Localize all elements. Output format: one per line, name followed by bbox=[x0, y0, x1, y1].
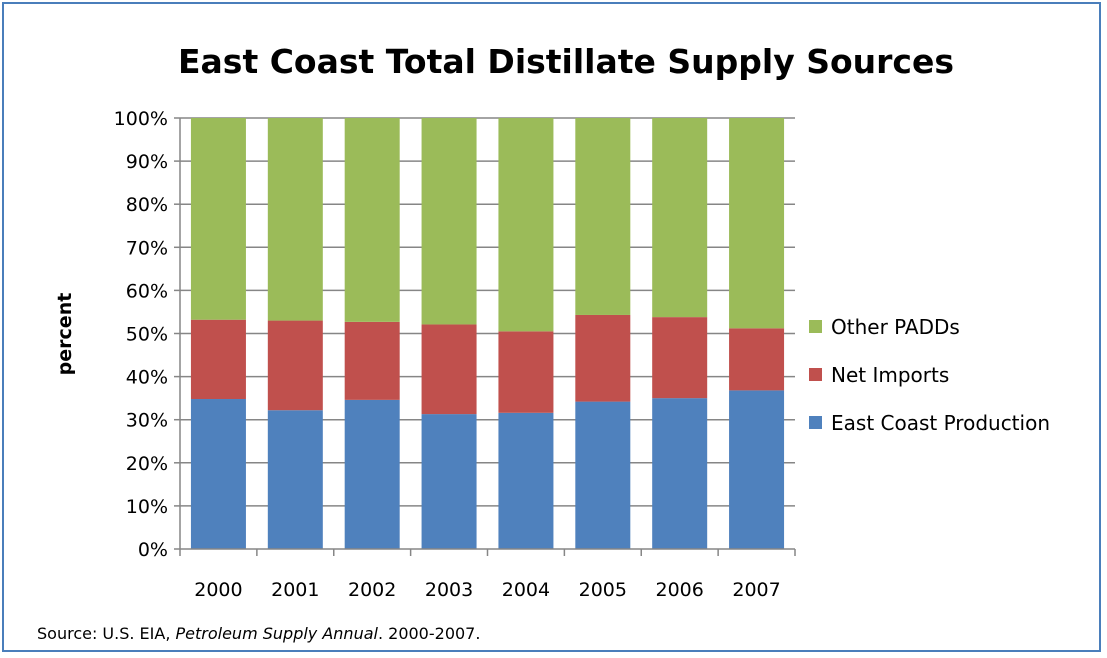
bar-segment bbox=[344, 118, 400, 322]
bar-segment bbox=[498, 118, 554, 332]
x-tick-label: 2005 bbox=[579, 579, 627, 601]
y-tick-label: 70% bbox=[126, 237, 168, 259]
bar-segment bbox=[652, 398, 708, 549]
legend-swatch bbox=[809, 368, 822, 381]
bar-segment bbox=[267, 118, 323, 321]
bar-segment bbox=[344, 321, 400, 400]
tick-labels: 0% 10% 20% 30% 40% 50% 60% 70% 80% 90% 100% 2000 200… bbox=[114, 108, 781, 601]
bar-segment bbox=[421, 118, 477, 325]
bar-segment bbox=[729, 118, 785, 329]
bar-segment bbox=[498, 412, 554, 549]
source-note: Source: U.S. EIA, Petroleum Supply Annua… bbox=[37, 624, 480, 643]
y-tick-label: 80% bbox=[126, 194, 168, 216]
bar-segment bbox=[575, 401, 631, 549]
source-publication: Petroleum Supply Annual bbox=[175, 624, 378, 643]
x-tick-label: 2006 bbox=[656, 579, 704, 601]
x-tick-label: 2003 bbox=[425, 579, 473, 601]
bar-segment bbox=[652, 118, 708, 318]
bar-segment bbox=[421, 324, 477, 415]
bar-segment bbox=[729, 328, 785, 391]
x-tick-label: 2002 bbox=[348, 579, 396, 601]
axes bbox=[174, 117, 796, 556]
bars bbox=[190, 118, 785, 549]
legend-swatch bbox=[809, 416, 822, 429]
y-axis-label: percent bbox=[54, 293, 76, 376]
y-tick-label: 40% bbox=[126, 367, 168, 389]
bar-segment bbox=[652, 317, 708, 399]
bar-segment bbox=[267, 320, 323, 411]
y-tick-label: 50% bbox=[126, 324, 168, 346]
x-tick-label: 2004 bbox=[502, 579, 550, 601]
y-tick-label: 0% bbox=[138, 539, 168, 561]
bar-segment bbox=[190, 399, 246, 549]
legend-swatch bbox=[809, 320, 822, 333]
legend: Other PADDs Net Imports East Coast Product… bbox=[809, 315, 1050, 435]
y-tick-label: 20% bbox=[126, 453, 168, 475]
bar-segment bbox=[498, 331, 554, 413]
y-tick-label: 10% bbox=[126, 496, 168, 518]
y-tick-label: 90% bbox=[126, 151, 168, 173]
y-tick-label: 60% bbox=[126, 280, 168, 302]
bar-segment bbox=[575, 314, 631, 402]
y-tick-label: 30% bbox=[126, 410, 168, 432]
chart-title: East Coast Total Distillate Supply Sourc… bbox=[178, 42, 954, 81]
bar-segment bbox=[267, 410, 323, 549]
x-tick-label: 2000 bbox=[194, 579, 242, 601]
legend-label: East Coast Production bbox=[831, 411, 1050, 435]
legend-label: Net Imports bbox=[831, 363, 949, 387]
y-tick-label: 100% bbox=[114, 108, 168, 130]
x-tick-label: 2001 bbox=[271, 579, 319, 601]
source-suffix: . 2000-2007. bbox=[377, 624, 481, 643]
bar-segment bbox=[190, 319, 246, 400]
x-tick-label: 2007 bbox=[732, 579, 780, 601]
bar-segment bbox=[575, 118, 631, 315]
source-prefix: Source: U.S. EIA, bbox=[37, 624, 176, 643]
bar-segment bbox=[421, 414, 477, 549]
legend-label: Other PADDs bbox=[831, 315, 960, 339]
bar-segment bbox=[190, 118, 246, 320]
bar-segment bbox=[729, 390, 785, 549]
bar-segment bbox=[344, 399, 400, 549]
